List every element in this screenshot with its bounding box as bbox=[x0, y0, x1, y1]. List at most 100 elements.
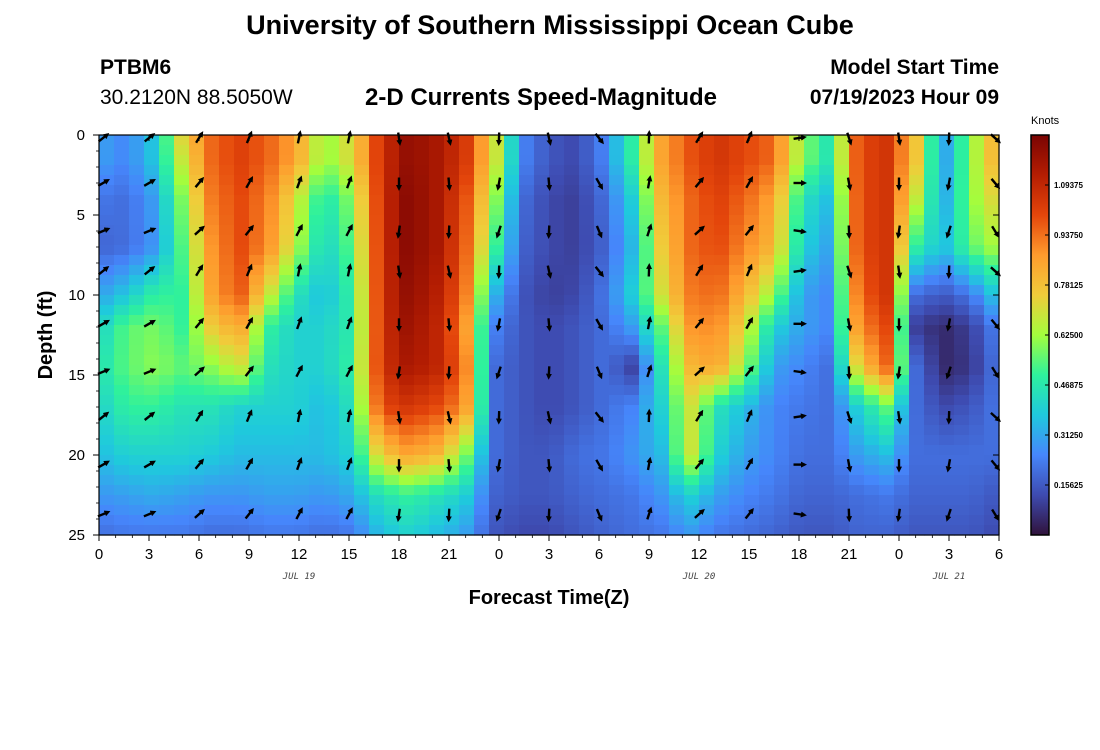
heat-cell bbox=[204, 375, 220, 386]
heat-cell bbox=[729, 435, 745, 446]
heat-cell bbox=[984, 515, 1000, 526]
heat-cell bbox=[369, 475, 385, 486]
heat-cell bbox=[654, 185, 670, 196]
colorbar-label: 0.15625 bbox=[1054, 481, 1083, 490]
heat-cell bbox=[594, 315, 610, 326]
heat-cell bbox=[474, 375, 490, 386]
heat-cell bbox=[774, 425, 790, 436]
heat-cell bbox=[489, 425, 505, 436]
heat-cell bbox=[774, 135, 790, 146]
heat-cell bbox=[864, 385, 880, 396]
heat-cell bbox=[729, 355, 745, 366]
heat-cell bbox=[324, 165, 340, 176]
heat-cell bbox=[324, 435, 340, 446]
heat-cell bbox=[414, 195, 430, 206]
heat-cell bbox=[294, 425, 310, 436]
heat-cell bbox=[414, 295, 430, 306]
heat-cell bbox=[369, 165, 385, 176]
heat-cell bbox=[174, 275, 190, 286]
heat-cell bbox=[894, 515, 910, 526]
heat-cell bbox=[204, 525, 220, 536]
heat-cell bbox=[309, 355, 325, 366]
heat-cell bbox=[384, 225, 400, 236]
heat-cell bbox=[384, 145, 400, 156]
heat-cell bbox=[774, 245, 790, 256]
heat-cell bbox=[519, 165, 535, 176]
heat-cell bbox=[684, 395, 700, 406]
heat-cell bbox=[669, 485, 685, 496]
heat-cell bbox=[654, 165, 670, 176]
heat-cell bbox=[849, 375, 865, 386]
heat-cell bbox=[459, 245, 475, 256]
heat-cell bbox=[894, 495, 910, 506]
current-arrow bbox=[545, 366, 552, 380]
heat-cell bbox=[579, 165, 595, 176]
heat-cell bbox=[504, 495, 520, 506]
heat-cell bbox=[249, 465, 265, 476]
x-tick-label: 3 bbox=[145, 546, 153, 563]
heat-cell bbox=[339, 425, 355, 436]
heat-cell bbox=[849, 205, 865, 216]
heat-cell bbox=[969, 445, 985, 456]
heat-cell bbox=[99, 475, 115, 486]
heat-cell bbox=[729, 325, 745, 336]
heat-cell bbox=[819, 435, 835, 446]
heat-cell bbox=[624, 245, 640, 256]
heat-cell bbox=[909, 375, 925, 386]
heat-cell bbox=[234, 375, 250, 386]
heat-cell bbox=[924, 475, 940, 486]
heat-cell bbox=[729, 315, 745, 326]
heat-cell bbox=[654, 265, 670, 276]
heat-cell bbox=[939, 445, 955, 456]
heat-cell bbox=[219, 375, 235, 386]
heat-cell bbox=[264, 495, 280, 506]
heat-cell bbox=[669, 135, 685, 146]
heat-cell bbox=[834, 135, 850, 146]
heat-cell bbox=[624, 285, 640, 296]
current-arrow bbox=[545, 225, 552, 239]
heat-cell bbox=[924, 235, 940, 246]
heat-cell bbox=[324, 475, 340, 486]
heat-cell bbox=[264, 205, 280, 216]
heat-cell bbox=[249, 455, 265, 466]
heat-cell bbox=[204, 495, 220, 506]
heat-cell bbox=[789, 485, 805, 496]
heat-cell bbox=[459, 455, 475, 466]
heat-cell bbox=[264, 175, 280, 186]
heat-cell bbox=[414, 135, 430, 146]
heat-cell bbox=[864, 215, 880, 226]
heat-cell bbox=[429, 155, 445, 166]
heat-cell bbox=[534, 245, 550, 256]
heat-cell bbox=[339, 175, 355, 186]
heat-cell bbox=[189, 475, 205, 486]
heat-cell bbox=[264, 185, 280, 196]
heat-cell bbox=[534, 235, 550, 246]
heat-cell bbox=[129, 195, 145, 206]
heat-cell bbox=[684, 385, 700, 396]
heat-cell bbox=[834, 365, 850, 376]
heat-cell bbox=[894, 475, 910, 486]
heat-cell bbox=[324, 455, 340, 466]
heat-cell bbox=[504, 285, 520, 296]
current-arrow bbox=[194, 458, 205, 470]
heat-cell bbox=[339, 415, 355, 426]
heat-cell bbox=[234, 495, 250, 506]
current-arrow bbox=[495, 508, 502, 522]
heat-cell bbox=[924, 365, 940, 376]
heat-cell bbox=[939, 475, 955, 486]
heat-cell bbox=[129, 155, 145, 166]
heat-cell bbox=[669, 375, 685, 386]
heat-cell bbox=[909, 475, 925, 486]
heat-cell bbox=[564, 155, 580, 166]
heat-cell bbox=[744, 245, 760, 256]
current-arrow bbox=[595, 459, 604, 472]
heat-cell bbox=[684, 505, 700, 516]
heat-cell bbox=[894, 275, 910, 286]
heat-cell bbox=[219, 445, 235, 456]
heat-cell bbox=[549, 525, 565, 536]
heat-cell bbox=[714, 135, 730, 146]
heat-cell bbox=[969, 305, 985, 316]
heat-cell bbox=[204, 155, 220, 166]
heat-cell bbox=[354, 185, 370, 196]
heat-cell bbox=[699, 215, 715, 226]
